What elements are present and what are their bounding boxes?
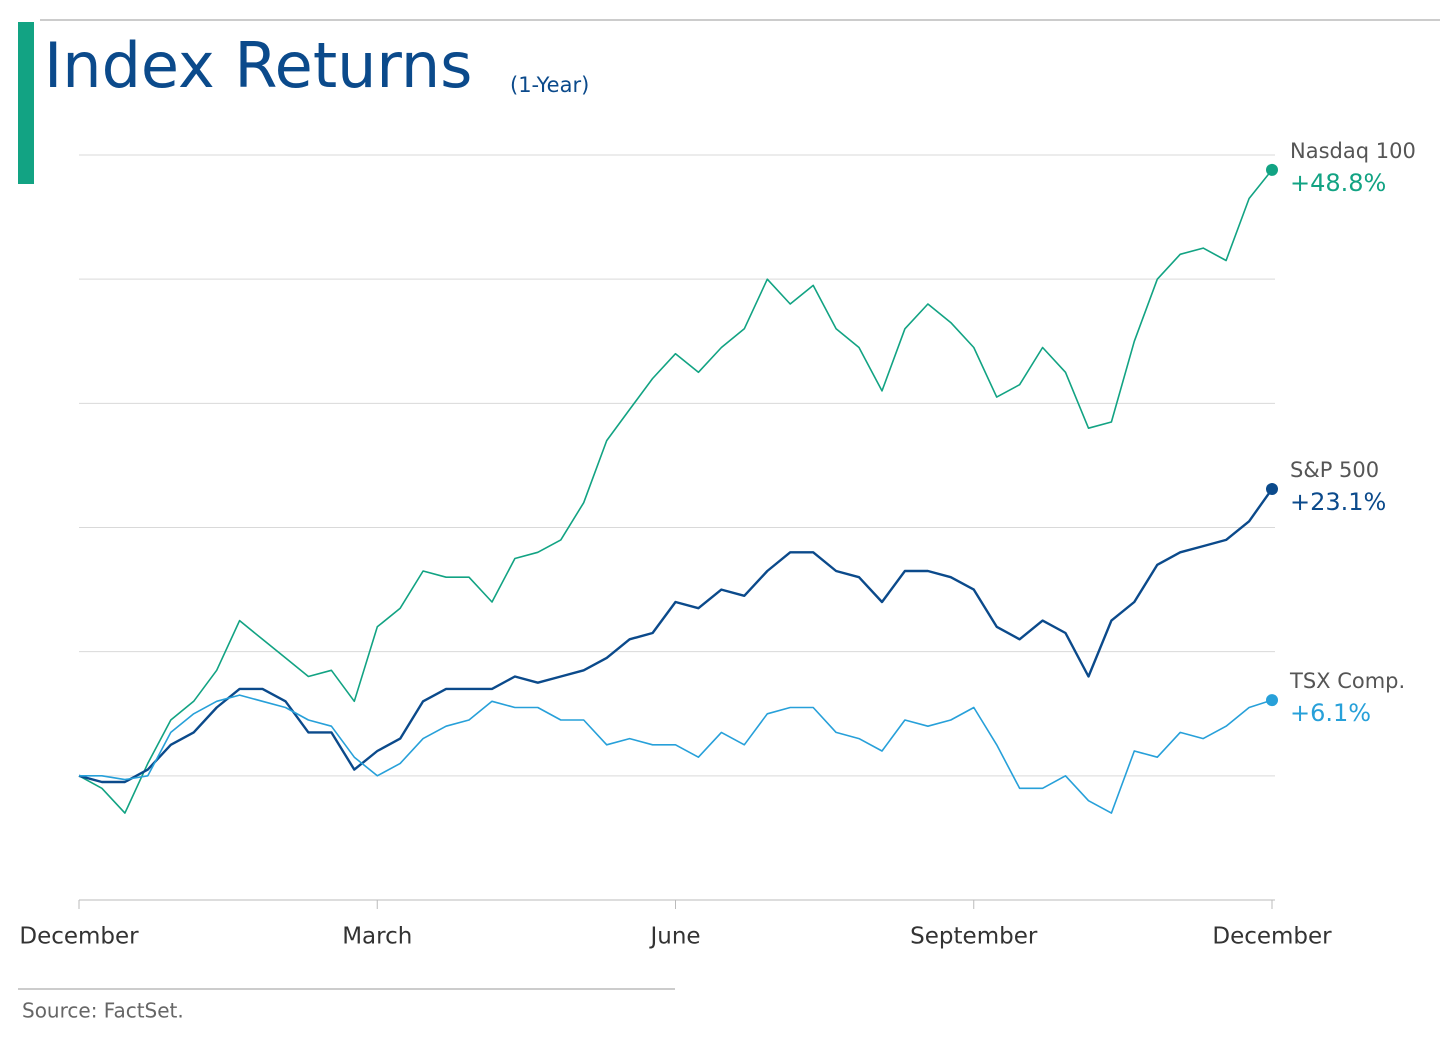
x-tick-label: December (1212, 924, 1332, 950)
chart-subtitle: (1-Year) (510, 73, 589, 97)
end-dot (1266, 163, 1278, 176)
legend-label: Nasdaq 100 (1290, 139, 1416, 163)
series-line (78, 169, 1273, 814)
series-line (79, 694, 1273, 814)
legend-label: S&P 500 (1290, 458, 1379, 482)
series-line (78, 488, 1273, 784)
x-tick-label: June (648, 924, 700, 950)
x-tick-label: September (910, 924, 1038, 950)
legend-label: TSX Comp. (1289, 669, 1405, 693)
end-dot (1266, 694, 1278, 707)
end-value-label: +6.1% (1290, 699, 1371, 727)
end-value-label: +23.1% (1290, 488, 1386, 516)
chart-title: Index Returns (44, 29, 472, 102)
accent-bar (18, 22, 34, 184)
x-tick-label: March (342, 924, 412, 950)
end-dot (1266, 483, 1278, 496)
end-value-label: +48.8% (1290, 169, 1386, 197)
x-tick-label: December (19, 924, 139, 950)
source: Source: FactSet. (22, 999, 184, 1023)
